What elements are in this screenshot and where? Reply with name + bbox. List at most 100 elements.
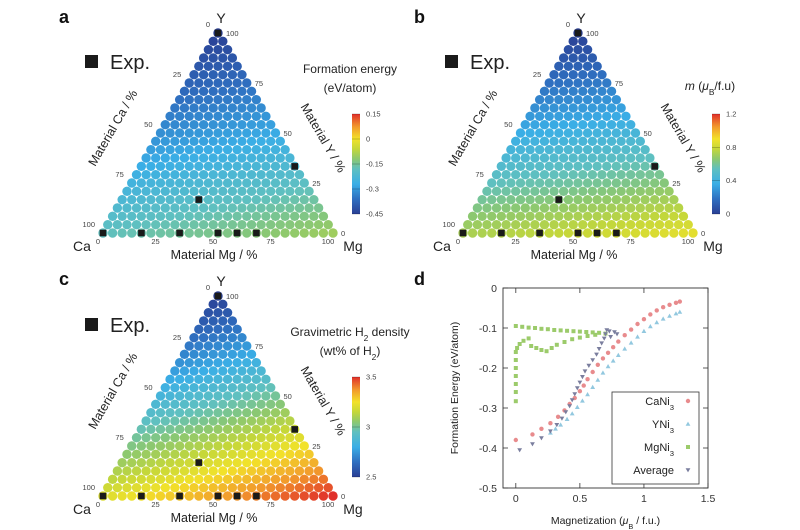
panel-label-b: b	[414, 7, 425, 27]
composition-point	[289, 211, 300, 222]
composition-point	[227, 86, 238, 97]
data-point	[590, 330, 595, 335]
colorbar-title: (eV/atom)	[324, 81, 377, 95]
colorbar-tick-label: 0.8	[726, 143, 736, 152]
composition-point	[189, 449, 199, 460]
composition-point	[198, 382, 209, 393]
composition-point	[659, 211, 669, 222]
composition-point	[664, 186, 674, 197]
composition-point	[616, 203, 626, 213]
composition-point	[573, 211, 583, 222]
composition-point	[621, 111, 631, 122]
composition-point	[218, 119, 228, 130]
data-point	[569, 398, 575, 403]
composition-point	[645, 219, 655, 230]
text-part: / f.u.)	[633, 515, 660, 527]
data-point	[595, 377, 601, 382]
composition-point	[213, 178, 223, 188]
composition-point	[222, 391, 233, 401]
mg-tick-label: 75	[266, 500, 274, 509]
composition-point	[256, 482, 266, 493]
legend-label: CaNi3	[645, 396, 674, 412]
composition-point	[645, 203, 655, 213]
legend-marker	[686, 445, 690, 449]
composition-point	[496, 194, 507, 205]
composition-point	[203, 491, 214, 501]
composition-point	[174, 457, 185, 468]
data-point	[593, 332, 598, 337]
data-point	[641, 317, 647, 322]
composition-point	[266, 119, 276, 130]
composition-point	[184, 94, 194, 105]
data-point	[513, 437, 519, 443]
composition-point	[621, 228, 631, 238]
composition-point	[280, 144, 290, 155]
composition-point	[323, 219, 333, 230]
composition-point	[246, 416, 257, 426]
composition-point	[261, 211, 271, 222]
y-tick-label: 100	[226, 29, 239, 38]
composition-point	[482, 219, 492, 230]
composition-point	[602, 94, 612, 105]
composition-point	[208, 349, 218, 360]
composition-point	[227, 119, 238, 130]
composition-point	[251, 144, 262, 155]
composition-point	[155, 474, 166, 485]
composition-point	[203, 424, 214, 435]
data-point	[590, 369, 595, 375]
composition-point	[208, 203, 218, 213]
data-point	[605, 350, 611, 355]
composition-point	[678, 228, 689, 238]
composition-point	[189, 416, 199, 426]
composition-point	[246, 186, 257, 197]
composition-point	[266, 416, 276, 426]
composition-point	[246, 366, 257, 376]
composition-point	[582, 211, 593, 222]
composition-point	[289, 474, 300, 485]
composition-point	[602, 178, 612, 188]
composition-point	[198, 53, 209, 63]
data-point	[673, 300, 679, 305]
composition-point	[587, 69, 598, 80]
composition-point	[222, 457, 233, 468]
exp-legend-marker	[445, 55, 458, 68]
composition-point	[222, 44, 233, 55]
composition-point	[232, 178, 242, 188]
composition-point	[184, 111, 194, 122]
composition-point	[218, 316, 228, 326]
composition-point	[141, 153, 151, 163]
data-point	[544, 349, 549, 354]
composition-point	[232, 111, 242, 122]
composition-point	[218, 53, 228, 63]
composition-point	[146, 194, 156, 205]
composition-point	[213, 161, 223, 172]
composition-point	[213, 357, 223, 368]
composition-point	[155, 161, 166, 172]
corner-label-mg: Mg	[703, 238, 722, 254]
composition-point	[170, 432, 180, 443]
composition-point	[203, 457, 214, 468]
composition-point	[213, 341, 223, 351]
colorbar-tick-label: 1.2	[726, 110, 736, 119]
composition-point	[630, 194, 641, 205]
composition-point	[227, 153, 238, 163]
composition-point	[208, 136, 218, 147]
composition-point	[218, 332, 228, 343]
composition-point	[208, 86, 218, 97]
composition-point	[112, 482, 123, 493]
composition-point	[621, 128, 631, 138]
composition-point	[554, 211, 564, 222]
series-2	[513, 324, 608, 404]
composition-point	[539, 203, 550, 213]
composition-point	[592, 194, 602, 205]
composition-point	[568, 169, 578, 180]
composition-point	[160, 382, 170, 393]
composition-point	[563, 161, 574, 172]
composition-point	[597, 86, 607, 97]
y-tick-label: -0.1	[479, 323, 497, 335]
composition-point	[261, 474, 271, 485]
composition-point	[573, 178, 583, 188]
composition-point	[611, 111, 622, 122]
composition-point	[179, 482, 190, 493]
